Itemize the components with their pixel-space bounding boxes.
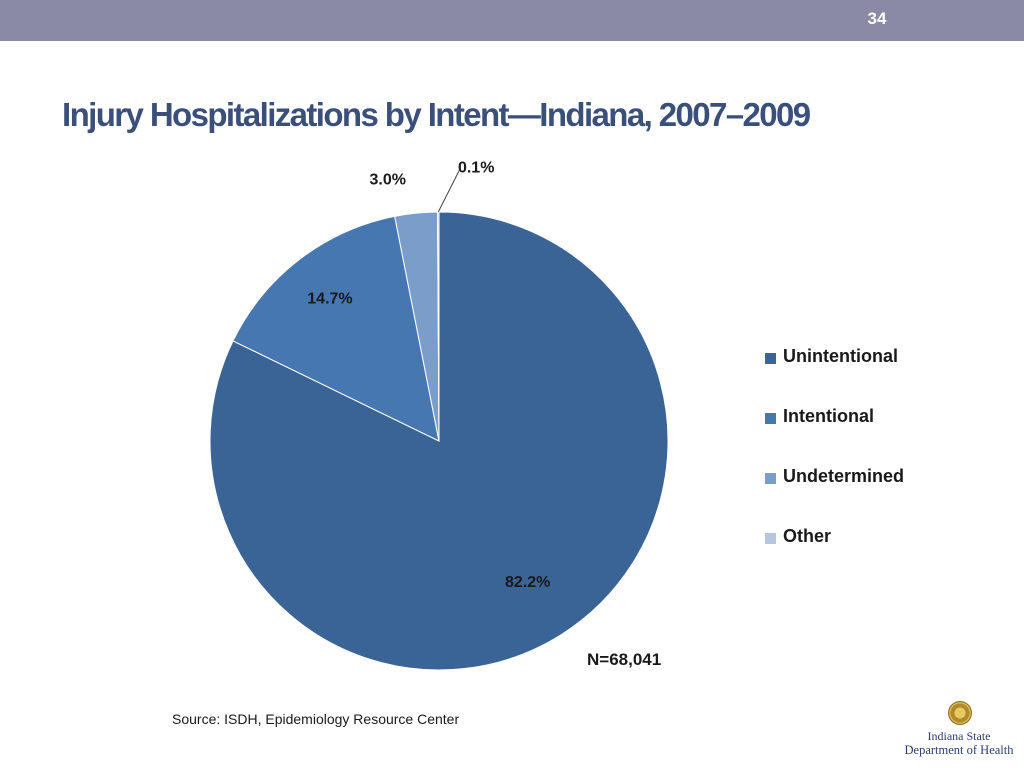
data-label-other: 0.1%: [458, 160, 494, 177]
data-label-undetermined: 3.0%: [369, 172, 405, 189]
legend-label: Intentional: [783, 406, 874, 426]
slide-number: 34: [867, 9, 887, 28]
other-label-leader-line: [437, 170, 460, 213]
legend-label: Undetermined: [783, 466, 905, 486]
logo-text-line1: Indiana State: [927, 729, 991, 743]
sample-size-annotation: N=68,041: [587, 650, 662, 669]
logo-text-line2: Department of Health: [904, 743, 1014, 757]
legend-label: Unintentional: [783, 346, 898, 366]
data-label-unintentional: 82.2%: [505, 574, 550, 591]
source-note: Source: ISDH, Epidemiology Resource Cent…: [172, 711, 460, 727]
slice-other: [437, 211, 440, 442]
legend-swatch: [765, 353, 776, 364]
state-seal-icon: [948, 701, 972, 725]
slice-intentional: [232, 215, 440, 442]
legend-swatch: [765, 473, 776, 484]
isdh-logo: Indiana State Department of Health: [900, 698, 1020, 764]
legend-label: Other: [783, 526, 832, 546]
top-bar: [0, 0, 1024, 41]
legend-swatch: [765, 533, 776, 544]
legend-swatch: [765, 413, 776, 424]
slide-title: Injury Hospitalizations by Intent—Indian…: [62, 96, 811, 133]
data-label-intentional: 14.7%: [307, 291, 352, 308]
